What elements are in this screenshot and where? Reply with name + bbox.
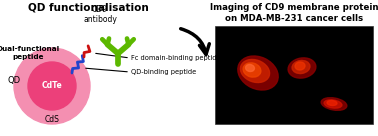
Text: QD functionalisation: QD functionalisation (28, 3, 149, 13)
Text: Fc domain-binding peptide: Fc domain-binding peptide (131, 55, 221, 61)
Text: CD9
antibody: CD9 antibody (83, 5, 117, 24)
Ellipse shape (246, 64, 254, 72)
Bar (215, 26, 373, 124)
Ellipse shape (295, 62, 305, 70)
Text: CdTe: CdTe (42, 81, 62, 90)
Circle shape (28, 62, 76, 110)
Ellipse shape (238, 56, 278, 90)
Ellipse shape (324, 100, 342, 108)
Text: QD-binding peptide: QD-binding peptide (131, 69, 196, 75)
Ellipse shape (327, 101, 337, 106)
Ellipse shape (321, 98, 347, 110)
Ellipse shape (243, 63, 261, 77)
Text: QD: QD (8, 76, 21, 86)
Text: Imaging of CD9 membrane protein
on MDA-MB-231 cancer cells: Imaging of CD9 membrane protein on MDA-M… (210, 3, 378, 23)
Ellipse shape (292, 60, 310, 74)
Text: Dual-functional
peptide: Dual-functional peptide (0, 46, 60, 60)
Text: CdS: CdS (45, 115, 59, 123)
Ellipse shape (240, 59, 270, 83)
Ellipse shape (288, 58, 316, 78)
Circle shape (14, 48, 90, 124)
